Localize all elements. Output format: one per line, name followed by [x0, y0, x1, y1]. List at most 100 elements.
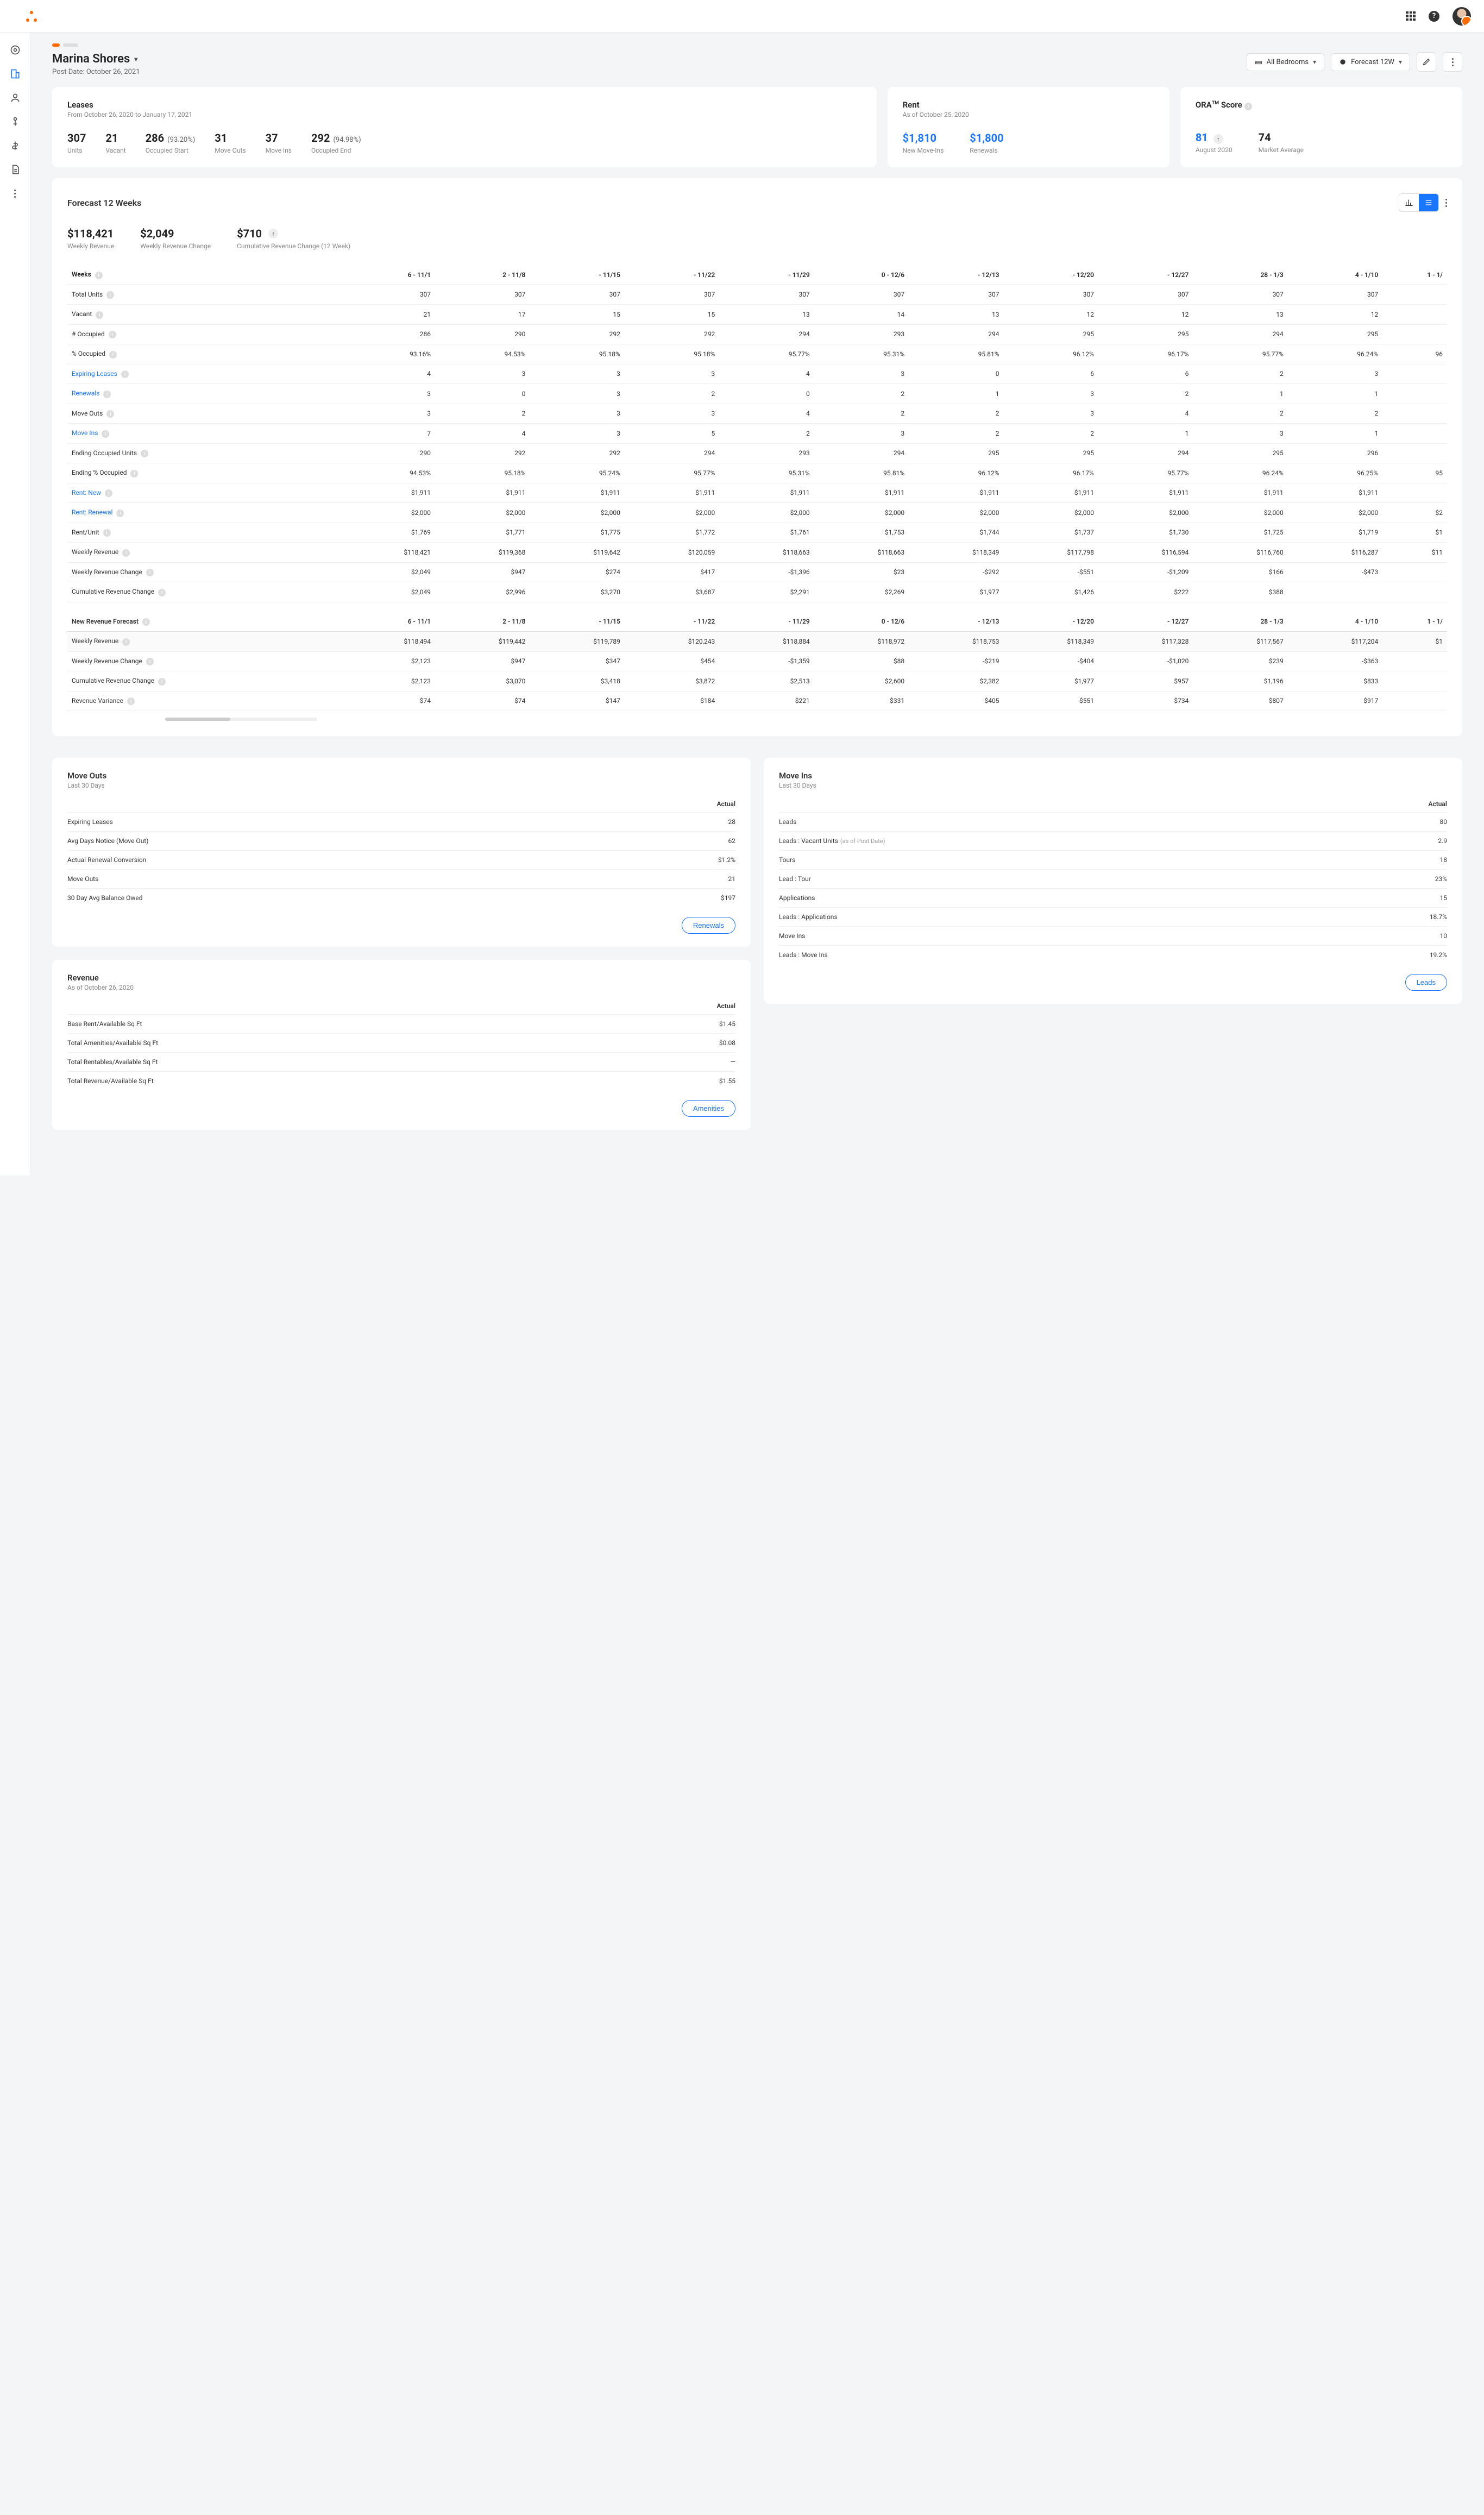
- nav-properties[interactable]: [4, 63, 26, 85]
- filter-bedrooms[interactable]: All Bedrooms ▾: [1247, 53, 1325, 71]
- row-label: Ending % Occupied i: [67, 463, 341, 483]
- cell: $116,760: [1193, 543, 1287, 563]
- cell: 5: [625, 424, 719, 444]
- apps-icon[interactable]: [1406, 11, 1416, 21]
- arrow-up-icon: ↑: [268, 229, 278, 238]
- nav-more[interactable]: [4, 183, 26, 204]
- filter-forecast[interactable]: Forecast 12W ▾: [1331, 53, 1410, 71]
- cell: 95.18%: [530, 344, 624, 364]
- cell: $1,911: [814, 483, 909, 503]
- cell: $3,872: [625, 671, 719, 691]
- row-label: Total Units i: [67, 285, 341, 305]
- cell: $120,059: [625, 543, 719, 563]
- chart-icon: [1405, 198, 1413, 207]
- cell: $119,368: [435, 543, 530, 563]
- cell: 307: [341, 285, 435, 305]
- table-row: Tours18: [779, 851, 1447, 870]
- table-row: Leads : Vacant Units(as of Post Date)2.9: [779, 832, 1447, 851]
- cell: 95.31%: [719, 463, 814, 483]
- cell: 294: [719, 324, 814, 344]
- row-label: Weekly Revenue i: [67, 632, 341, 652]
- fc-cum-change: $710↑: [237, 227, 350, 240]
- cell: 2: [1193, 364, 1287, 384]
- avatar[interactable]: [1452, 7, 1471, 26]
- cell: $118,753: [909, 632, 1003, 652]
- cell: 95.77%: [1193, 344, 1287, 364]
- forecast-table-scroll[interactable]: Weeks i6 - 11/12 - 11/8- 11/15- 11/22- 1…: [67, 265, 1447, 721]
- card-title: Rent: [903, 100, 1154, 110]
- list-icon: [1424, 198, 1433, 207]
- cell: 1: [1288, 424, 1382, 444]
- page-title[interactable]: Marina Shores ▾: [52, 52, 140, 66]
- cell: $117,798: [1004, 543, 1098, 563]
- cell: 0: [435, 384, 530, 404]
- nav-dashboard[interactable]: [4, 39, 26, 61]
- cell: 4: [719, 364, 814, 384]
- cell: 13: [1193, 305, 1287, 325]
- table-row: Move Outs21: [67, 870, 735, 889]
- cell: 96.12%: [909, 463, 1003, 483]
- clock-icon: [1339, 58, 1347, 66]
- ora-card: ORATM Scorei 81↑August 2020 74Market Ave…: [1180, 87, 1462, 167]
- topbar-right: ?: [1406, 7, 1471, 26]
- table-row: Total Revenue/Available Sq Ft$1.55: [67, 1072, 735, 1091]
- leads-button[interactable]: Leads: [1405, 974, 1447, 991]
- cell: 6: [1098, 364, 1193, 384]
- cell: $1,911: [530, 483, 624, 503]
- cell: $119,442: [435, 632, 530, 652]
- cell: [1382, 285, 1447, 305]
- nav-reports[interactable]: [4, 159, 26, 180]
- cell: $1,977: [1004, 671, 1098, 691]
- cell: 96.17%: [1004, 463, 1098, 483]
- cell: $222: [1098, 582, 1193, 602]
- cell: 4: [719, 404, 814, 424]
- renewals-button[interactable]: Renewals: [682, 917, 735, 934]
- scrollbar[interactable]: [165, 718, 317, 721]
- card-sub: Last 30 Days: [67, 782, 735, 789]
- cell: $2,000: [435, 503, 530, 523]
- cell: $917: [1288, 691, 1382, 711]
- cell: $1,911: [435, 483, 530, 503]
- help-icon[interactable]: ?: [1429, 11, 1439, 22]
- row-label: Cumulative Revenue Change i: [67, 582, 341, 602]
- table-view-btn[interactable]: [1419, 194, 1438, 211]
- info-icon[interactable]: i: [1244, 103, 1252, 110]
- nav-people[interactable]: [4, 87, 26, 109]
- forecast-more[interactable]: [1445, 199, 1447, 207]
- card-title: Revenue: [67, 973, 735, 983]
- cell: $88: [814, 651, 909, 671]
- cell: $2,000: [1004, 503, 1098, 523]
- table-row: 30 Day Avg Balance Owed$197: [67, 889, 735, 908]
- chart-view-btn[interactable]: [1399, 194, 1419, 211]
- table-row: Actual Renewal Conversion$1.2%: [67, 851, 735, 870]
- cell: $1,772: [625, 523, 719, 543]
- edit-button[interactable]: [1417, 52, 1436, 72]
- cell: 3: [1004, 404, 1098, 424]
- cell: 3: [814, 364, 909, 384]
- cell: -$292: [909, 562, 1003, 582]
- cell: 3: [1004, 384, 1098, 404]
- cell: 3: [1288, 364, 1382, 384]
- amenities-button[interactable]: Amenities: [682, 1100, 735, 1117]
- row-label: Rent: New i: [67, 483, 341, 503]
- cell: 3: [625, 404, 719, 424]
- cell: 7: [341, 424, 435, 444]
- nav-tools[interactable]: [4, 111, 26, 133]
- row-label: Revenue Variance i: [67, 691, 341, 711]
- cell: $2,382: [909, 671, 1003, 691]
- table-row: Applications15: [779, 889, 1447, 908]
- cell: $454: [625, 651, 719, 671]
- cell: 293: [814, 324, 909, 344]
- cell: $184: [625, 691, 719, 711]
- cell: $1,911: [719, 483, 814, 503]
- cell: 95.18%: [625, 344, 719, 364]
- cell: 12: [1098, 305, 1193, 325]
- cell: 6: [1004, 364, 1098, 384]
- nav-finance[interactable]: [4, 135, 26, 156]
- cell: $1,911: [625, 483, 719, 503]
- cell: $3,270: [530, 582, 624, 602]
- table-row: Total Amenities/Available Sq Ft$0.08: [67, 1034, 735, 1053]
- cell: 95.77%: [625, 463, 719, 483]
- more-button[interactable]: [1443, 52, 1462, 72]
- cell: $1,911: [1193, 483, 1287, 503]
